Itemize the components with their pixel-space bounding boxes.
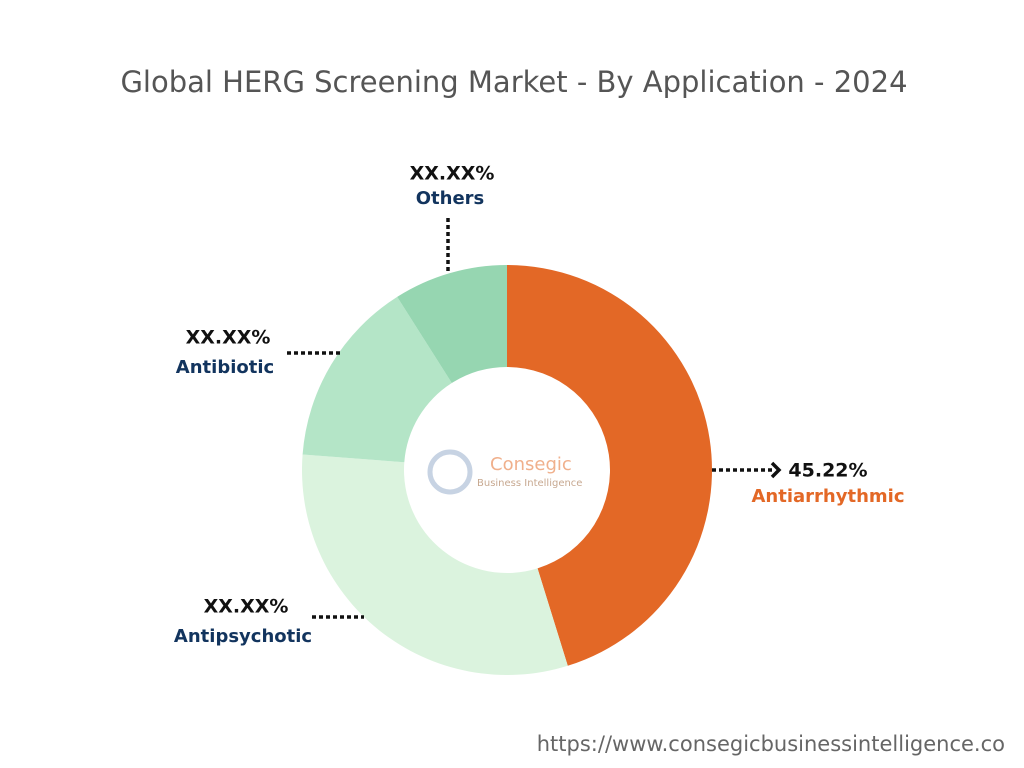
leader-arrow (770, 461, 782, 479)
logo-name: Consegic (490, 454, 572, 475)
slice (302, 296, 452, 463)
value-label: XX.XX% (204, 596, 289, 618)
slice (301, 454, 568, 676)
slice (397, 265, 507, 384)
source: https://www.consegicbusinessintelligence… (537, 732, 1005, 756)
value-label: 45.22% (788, 460, 867, 482)
category-label: Others (416, 188, 485, 209)
value-label: XX.XX% (410, 163, 495, 185)
logo-tagline: Business Intelligence (477, 478, 582, 489)
logo-ring (427, 449, 473, 495)
category-label: Antiarrhythmic (752, 486, 905, 507)
chart-title: Global HERG Screening Market - By Applic… (120, 65, 907, 99)
category-label: Antipsychotic (174, 626, 312, 647)
slice (507, 265, 712, 666)
category-label: Antibiotic (176, 357, 274, 378)
value-label: XX.XX% (186, 327, 271, 349)
